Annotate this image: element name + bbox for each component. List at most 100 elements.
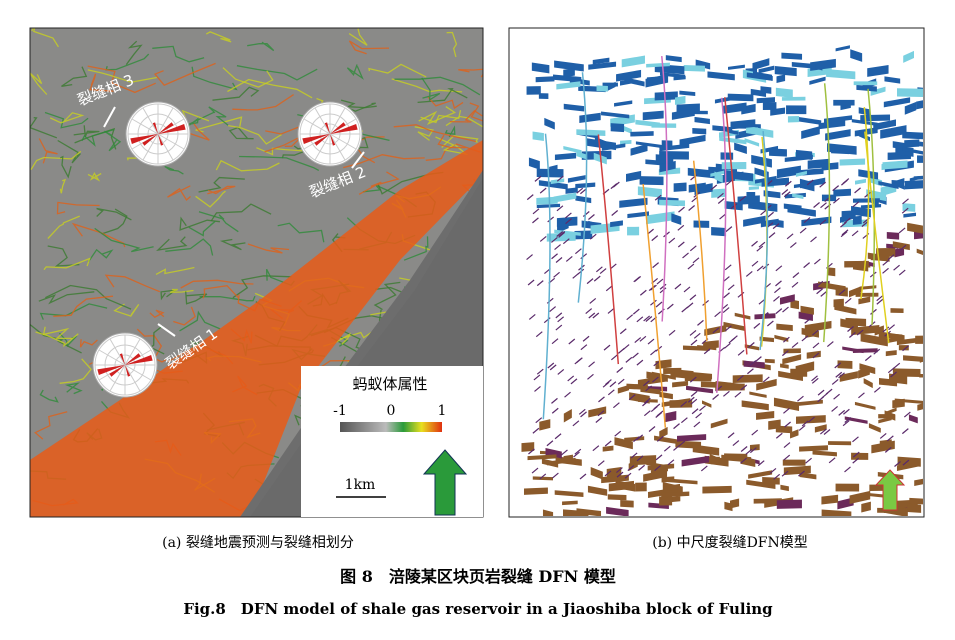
fracture-patch [608,480,634,492]
fracture-line [564,212,572,219]
fracture-patch [867,65,889,77]
fracture-patch [902,131,923,140]
fracture-line [831,378,839,385]
fracture-trace [165,238,214,256]
fracture-line [630,452,638,459]
fracture-patch [635,119,660,128]
fracture-line [717,192,724,199]
colorbar-tick-label: 0 [387,403,396,419]
fracture-patch [714,171,723,183]
fracture-line [882,326,890,333]
rose-spoke [109,364,126,392]
fracture-patch [814,424,827,433]
fracture-line [557,368,565,375]
fracture-line [668,329,676,336]
fracture-line [820,202,827,209]
fracture-patch [851,452,869,460]
fracture-patch [734,142,747,154]
rose-petal [330,122,346,134]
fracture-trace [125,40,143,65]
fracture-line [616,467,623,474]
fracture-patch [868,423,881,433]
fracture-line [611,210,619,216]
fracture-line [864,355,872,362]
fracture-line [650,406,658,412]
fracture-line [789,242,797,249]
fracture-line [811,377,819,384]
fracture-patch [904,139,920,148]
fracture-line [667,459,675,466]
fracture-patch [607,81,616,91]
fracture-patch [616,69,642,82]
rose-petal [130,134,158,145]
fracture-patch [852,198,880,203]
fracture-line [797,395,804,402]
fracture-patch [642,110,664,121]
fracture-patch [915,335,923,344]
fracture-trace [89,73,114,92]
fracture-line [772,223,780,230]
fracture-patch [619,197,648,208]
fracture-trace [101,208,128,235]
rose-petal [158,134,164,146]
fracture-patch [672,380,689,388]
fracture-line [806,179,814,186]
fracture-patch [587,485,608,496]
fracture-trace [373,281,401,311]
fracture-patch [810,58,836,71]
fracture-line [690,398,698,405]
arrow [157,323,176,337]
fracture-patch [827,267,836,277]
fracture-patch [741,400,769,411]
fracture-patch [744,344,760,351]
fracture-line [585,308,593,315]
fracture-patch [563,408,572,423]
fracture-line [643,410,651,417]
fracture-line [551,236,558,243]
fracture-line [651,235,659,242]
fracture-line [819,428,827,435]
fracture-patch [904,180,923,190]
fracture-trace [153,62,216,86]
fracture-line [756,265,764,272]
fracture-patch [554,152,577,161]
rose-spoke [142,133,159,161]
fracture-line [732,440,740,446]
fracture-line [734,391,742,398]
fracture-line [639,335,647,342]
fracture-line [798,424,806,431]
fracture-trace [215,159,280,172]
fracture-patch [579,112,601,123]
fracture-line [873,348,881,355]
fracture-patch [646,211,675,225]
fracture-line [624,472,632,479]
fracture-line [604,440,612,447]
fracture-trace [346,64,364,80]
fracture-patch [894,247,905,258]
fracture-trace [228,126,254,140]
fracture-line [899,244,907,251]
rose-petal [125,365,131,377]
fracture-patch [884,410,896,421]
fracture-line [725,179,733,186]
fracture-trace [164,165,184,175]
fracture-line [808,416,815,423]
fracture-line [821,392,829,399]
fracture-line [582,335,590,342]
fracture-patch [809,76,826,85]
fracture-trace [247,41,275,52]
fracture-line [775,280,782,287]
fracture-line [890,371,897,378]
fracture-trace [444,125,456,138]
fracture-patch [828,441,852,446]
fracture-patch [764,358,775,364]
fracture-line [903,411,911,418]
fracture-patch [743,360,765,369]
fracture-line [841,179,848,186]
fracture-line [595,417,603,423]
fracture-patch [549,164,558,176]
fracture-line [573,451,580,458]
fracture-line [556,231,564,237]
fracture-line [823,429,831,435]
fracture-line [703,348,711,355]
